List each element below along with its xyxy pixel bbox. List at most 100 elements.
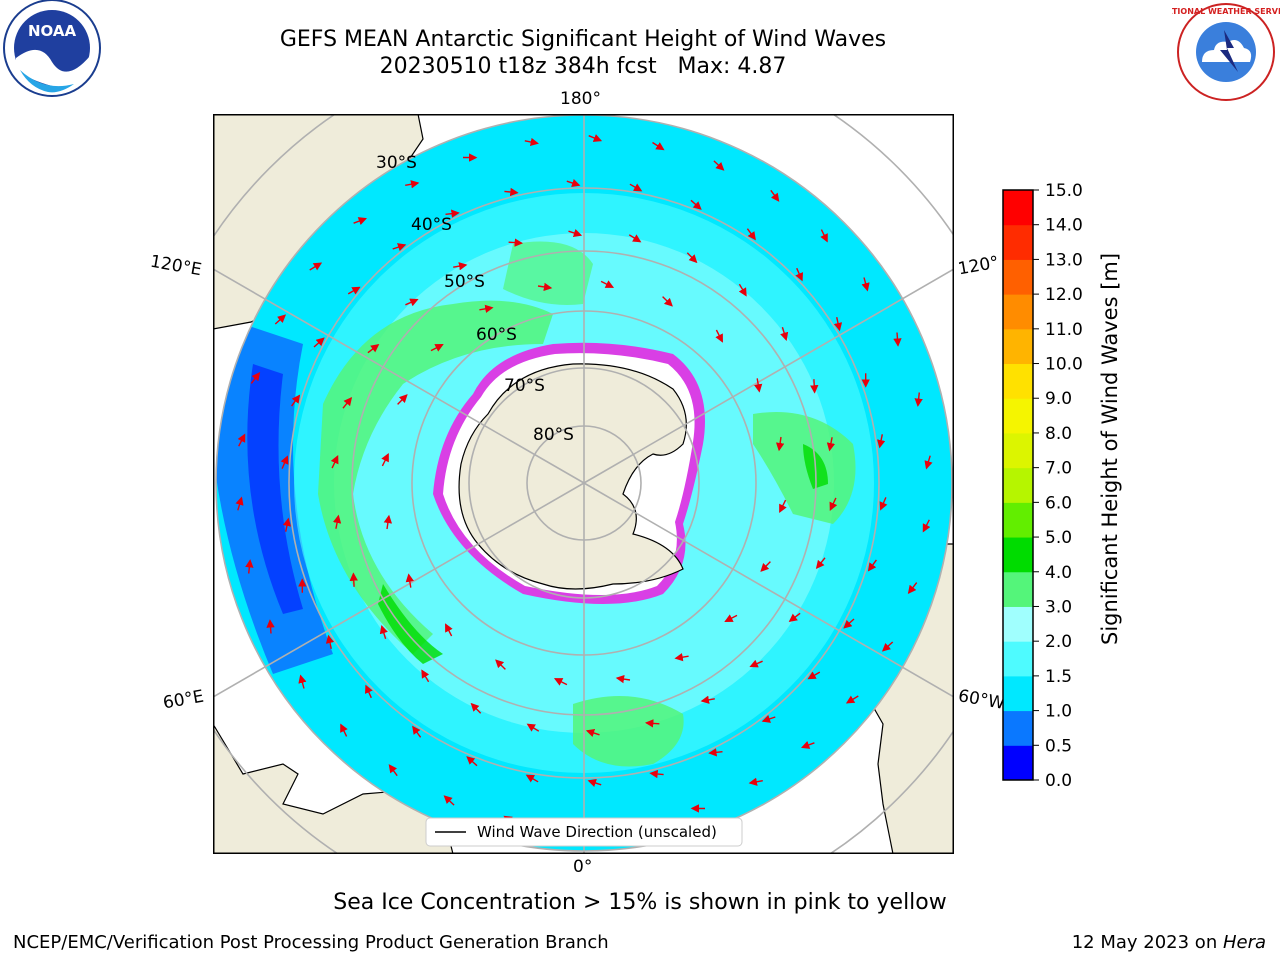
lon-label-120w: 120° bbox=[956, 252, 1001, 280]
colorbar-graphic: 0.0 0.5 1.0 1.5 2.0 3.0 4.0 5.0 6.0 7.0 8.0 9.0 10.0… bbox=[1002, 181, 1083, 791]
wind-wave-arrow bbox=[713, 160, 725, 171]
colorbar-frame bbox=[1002, 189, 1034, 781]
wind-wave-arrow bbox=[795, 267, 803, 282]
colorbar-tick-label: 1.0 bbox=[1045, 702, 1072, 722]
wind-wave-arrow bbox=[250, 371, 261, 384]
wind-wave-arrow bbox=[524, 137, 539, 147]
wind-wave-arrow bbox=[340, 723, 348, 737]
wind-wave-arrow bbox=[810, 379, 819, 394]
nws-logo: NATIONAL WEATHER SERVICE bbox=[1160, 0, 1280, 108]
wind-wave-arrow bbox=[537, 282, 553, 292]
wind-wave-arrow bbox=[237, 433, 246, 447]
wind-wave-arrow bbox=[748, 777, 763, 786]
colorbar-segment bbox=[1003, 745, 1033, 781]
lat-label-50: 50°S bbox=[444, 272, 485, 292]
colorbar-segment bbox=[1003, 710, 1033, 746]
wind-wave-arrow bbox=[861, 277, 870, 292]
wind-wave-arrow bbox=[833, 317, 843, 332]
wind-wave-arrow bbox=[405, 573, 414, 588]
wind-wave-arrow bbox=[749, 659, 763, 668]
colorbar-segment bbox=[1003, 502, 1033, 538]
colorbar-segment bbox=[1003, 259, 1033, 295]
wind-wave-arrow bbox=[845, 695, 859, 704]
colorbar-segment bbox=[1003, 363, 1033, 399]
wind-wave-arrow bbox=[566, 179, 581, 188]
colorbar-tick-label: 4.0 bbox=[1045, 563, 1072, 583]
wind-wave-arrows bbox=[235, 134, 933, 832]
wind-wave-arrow bbox=[690, 199, 702, 210]
wind-wave-arrow bbox=[770, 189, 780, 202]
wind-wave-arrow bbox=[879, 497, 888, 511]
wind-wave-arrow bbox=[235, 496, 244, 511]
wind-wave-arrow bbox=[332, 514, 342, 529]
wind-wave-arrow bbox=[309, 262, 323, 271]
wind-wave-arrow bbox=[526, 723, 540, 732]
colorbar-tick-label: 8.0 bbox=[1045, 424, 1072, 444]
colorbar-segment bbox=[1003, 606, 1033, 642]
wind-wave-arrow bbox=[746, 228, 756, 241]
lon-label-120e: 120°E bbox=[148, 251, 204, 281]
wind-wave-arrow bbox=[479, 304, 494, 313]
wind-wave-arrow bbox=[525, 774, 539, 783]
wind-wave-arrow bbox=[588, 134, 603, 142]
wind-wave-arrow bbox=[662, 296, 673, 307]
wind-wave-arrow bbox=[843, 618, 855, 629]
wind-wave-arrow bbox=[453, 262, 468, 271]
map-legend: Wind Wave Direction (unscaled) bbox=[425, 817, 743, 847]
map-panel: 30°S 40°S 50°S 60°S 70°S 80°S Wind Wave … bbox=[213, 114, 954, 854]
colorbar-tick-label: 10.0 bbox=[1045, 355, 1083, 375]
wind-wave-arrow bbox=[245, 559, 254, 574]
colorbar-segment bbox=[1003, 641, 1033, 677]
wind-wave-arrow bbox=[282, 517, 292, 532]
wind-wave-arrow bbox=[826, 437, 836, 452]
wind-wave-arrow bbox=[508, 238, 523, 247]
colorbar-tick-label: 1.5 bbox=[1045, 667, 1072, 687]
wind-wave-arrow bbox=[383, 514, 393, 530]
colorbar-segment bbox=[1003, 190, 1033, 226]
colorbar-tick-label: 9.0 bbox=[1045, 389, 1072, 409]
wind-wave-arrow bbox=[820, 229, 828, 243]
colorbar-segment bbox=[1003, 537, 1033, 573]
wind-wave-arrow bbox=[600, 280, 615, 288]
colorbar-segment bbox=[1003, 675, 1033, 712]
noaa-logo: NOAA bbox=[0, 0, 108, 108]
wind-wave-arrow bbox=[867, 559, 877, 572]
wind-wave-arrow bbox=[800, 740, 815, 749]
wind-wave-arrow bbox=[686, 252, 698, 264]
antarctic-map: 30°S 40°S 50°S 60°S 70°S 80°S Wind Wave … bbox=[213, 114, 954, 854]
wind-wave-arrow bbox=[388, 764, 398, 777]
lat-label-40: 40°S bbox=[411, 215, 452, 235]
longitude-lines bbox=[213, 114, 954, 854]
wind-wave-arrow bbox=[405, 180, 420, 189]
wind-wave-arrow bbox=[924, 455, 933, 470]
colorbar-segment bbox=[1003, 294, 1033, 330]
wind-wave-arrow bbox=[815, 557, 826, 569]
title-line-1: GEFS MEAN Antarctic Significant Height o… bbox=[279, 27, 887, 52]
wind-wave-arrow bbox=[266, 619, 275, 634]
lon-label-60e: 60°E bbox=[161, 686, 206, 714]
colorbar-tick-label: 11.0 bbox=[1045, 320, 1083, 340]
wind-wave-arrow bbox=[893, 332, 902, 347]
wind-wave-arrow bbox=[615, 674, 631, 684]
colorbar-segment bbox=[1003, 224, 1033, 260]
date-stamp: 12 May 2023 on Hera bbox=[1072, 932, 1266, 953]
wind-wave-arrow bbox=[466, 756, 478, 767]
wind-wave-arrow bbox=[330, 455, 339, 469]
wind-wave-arrow bbox=[907, 582, 918, 595]
wind-wave-arrow bbox=[587, 778, 602, 787]
wind-wave-arrow bbox=[780, 326, 789, 341]
wind-wave-arrow bbox=[274, 314, 287, 325]
wind-wave-arrow bbox=[760, 561, 771, 572]
wind-wave-arrow bbox=[349, 572, 358, 587]
wind-wave-arrow bbox=[881, 641, 894, 652]
colorbar-segment bbox=[1003, 432, 1033, 469]
lat-label-30: 30°S bbox=[376, 153, 417, 173]
colorbar-segment bbox=[1003, 571, 1033, 607]
wind-wave-arrow bbox=[342, 397, 353, 409]
wind-wave-arrow bbox=[914, 392, 923, 407]
colorbar-tick-label: 15.0 bbox=[1045, 181, 1083, 201]
wind-wave-arrow bbox=[353, 217, 368, 226]
wind-wave-arrow bbox=[674, 653, 689, 662]
wind-wave-arrow bbox=[405, 298, 419, 307]
wind-wave-arrow bbox=[629, 183, 643, 192]
